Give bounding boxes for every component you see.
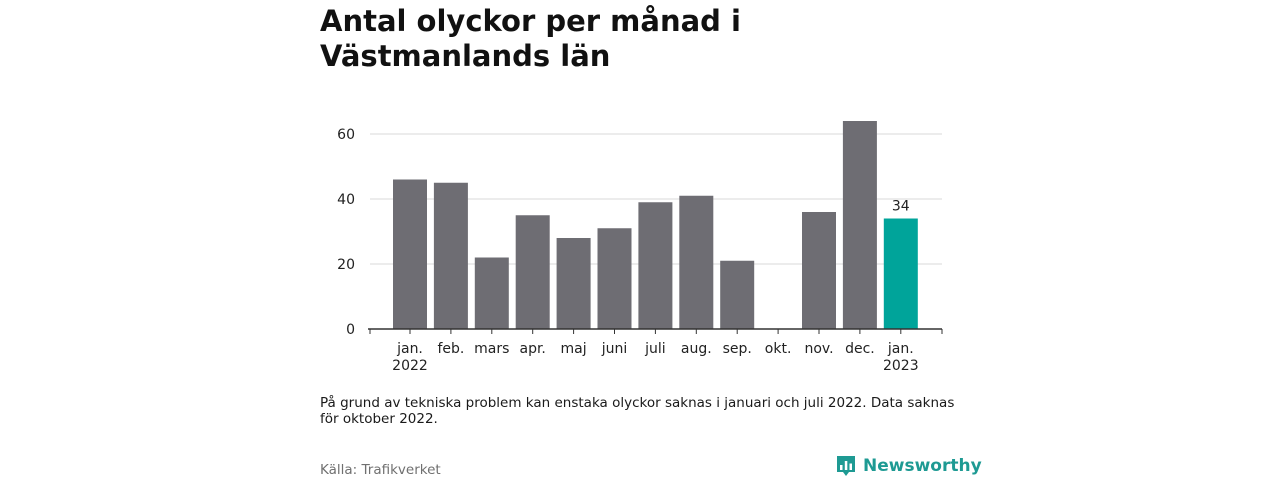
bar (433, 182, 468, 329)
bar (679, 195, 714, 329)
y-tick-label: 0 (346, 322, 355, 338)
x-tick-label: feb. (437, 341, 464, 357)
x-tick-label: juli (644, 341, 666, 357)
bar (393, 179, 427, 329)
bar-highlight (883, 218, 918, 329)
bar (842, 121, 877, 329)
x-tick-label: dec. (845, 341, 875, 357)
bar (474, 257, 509, 329)
y-tick-label: 20 (337, 257, 355, 273)
x-tick-label: apr. (520, 341, 546, 357)
x-tick-label: okt. (765, 341, 792, 357)
source-text: Källa: Trafikverket (320, 462, 441, 478)
bar (720, 260, 755, 329)
footnote: På grund av tekniska problem kan enstaka… (320, 395, 955, 427)
x-axis (368, 328, 943, 334)
x-tick-label: 2023 (883, 358, 919, 374)
x-tick-label: nov. (804, 341, 833, 357)
x-tick-label: jan. (396, 341, 423, 357)
chart-title: Antal olyckor per månad i Västmanlands l… (320, 4, 741, 73)
bar (802, 212, 836, 329)
newsworthy-logo: Newsworthy (835, 454, 982, 478)
bar (597, 228, 632, 329)
bar (515, 215, 550, 329)
x-tick-label: maj (561, 341, 587, 357)
bar (638, 202, 673, 329)
bar (556, 238, 591, 329)
x-tick-label: sep. (723, 341, 752, 357)
x-tick-label: mars (474, 341, 509, 357)
y-tick-label: 60 (337, 127, 355, 143)
bars (393, 121, 918, 329)
x-tick-label: jan. (887, 341, 914, 357)
y-tick-label: 40 (337, 192, 355, 208)
x-tick-label: aug. (681, 341, 712, 357)
bar-chart-speech-bubble-icon (837, 456, 855, 476)
brand-name: Newsworthy (863, 456, 982, 476)
x-tick-label: 2022 (392, 358, 428, 374)
x-tick-label: juni (601, 341, 628, 357)
data-label: 34 (892, 199, 910, 215)
